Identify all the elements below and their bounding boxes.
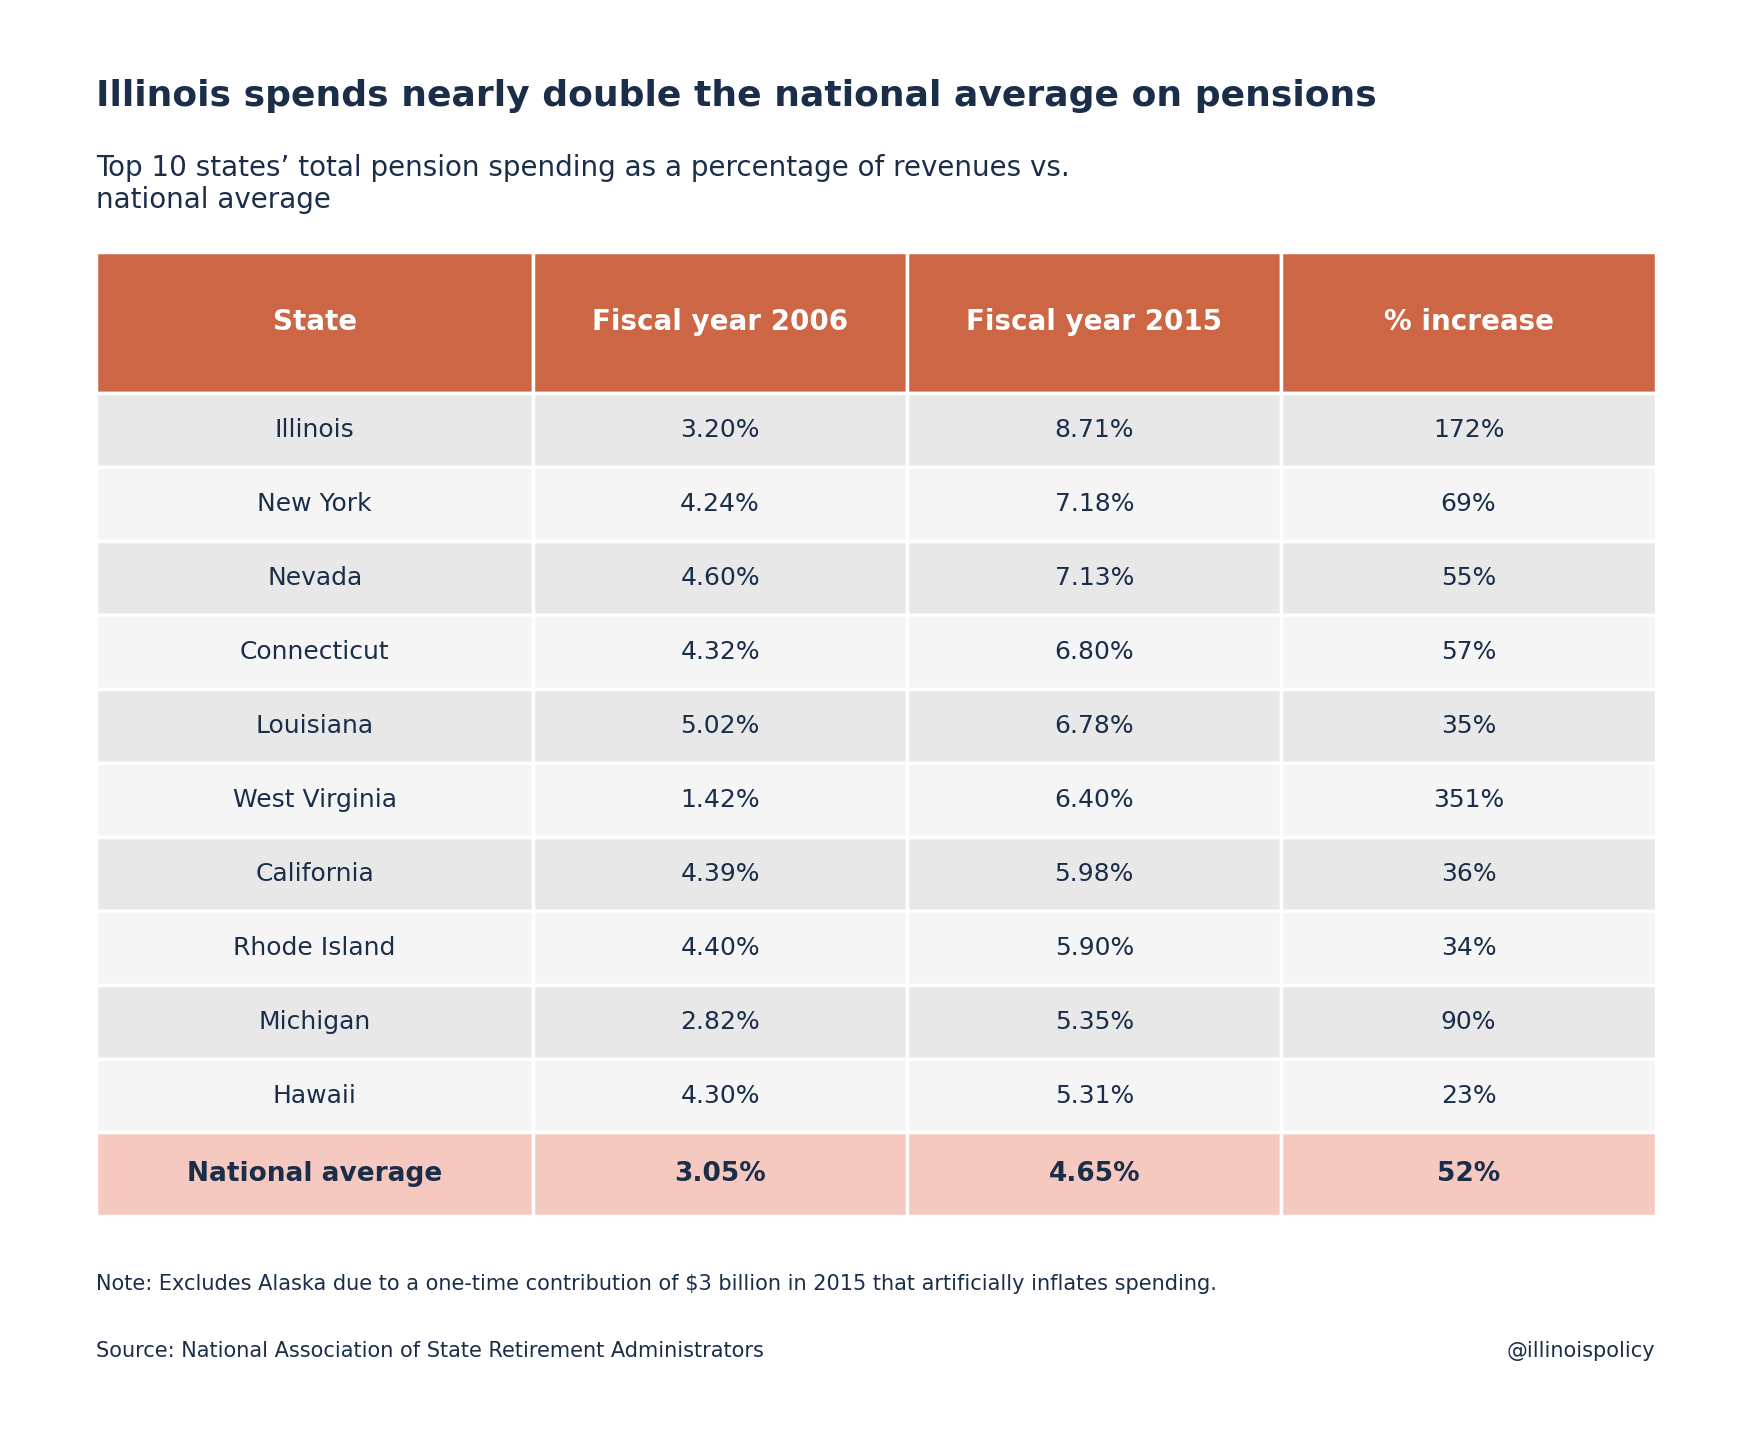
Text: Fiscal year 2015: Fiscal year 2015 bbox=[967, 308, 1223, 337]
Text: Top 10 states’ total pension spending as a percentage of revenues vs.
national a: Top 10 states’ total pension spending as… bbox=[96, 154, 1070, 214]
Text: 4.65%: 4.65% bbox=[1048, 1161, 1141, 1187]
Text: @illinoispolicy: @illinoispolicy bbox=[1507, 1341, 1656, 1361]
Text: 35%: 35% bbox=[1440, 714, 1496, 738]
Text: Connecticut: Connecticut bbox=[240, 640, 389, 663]
Text: Rhode Island: Rhode Island bbox=[233, 935, 396, 960]
Text: 69%: 69% bbox=[1440, 492, 1496, 515]
Text: 4.32%: 4.32% bbox=[680, 640, 760, 663]
Text: New York: New York bbox=[258, 492, 371, 515]
Text: 4.40%: 4.40% bbox=[680, 935, 760, 960]
Text: 6.40%: 6.40% bbox=[1055, 787, 1134, 812]
Text: 5.98%: 5.98% bbox=[1055, 862, 1134, 885]
Text: 90%: 90% bbox=[1440, 1010, 1496, 1033]
Text: 1.42%: 1.42% bbox=[680, 787, 760, 812]
Text: Note: Excludes Alaska due to a one-time contribution of $3 billion in 2015 that : Note: Excludes Alaska due to a one-time … bbox=[96, 1274, 1218, 1294]
Text: National average: National average bbox=[187, 1161, 442, 1187]
Text: 8.71%: 8.71% bbox=[1055, 417, 1134, 442]
Text: 3.05%: 3.05% bbox=[675, 1161, 766, 1187]
Text: Source: National Association of State Retirement Administrators: Source: National Association of State Re… bbox=[96, 1341, 764, 1361]
Text: 5.35%: 5.35% bbox=[1055, 1010, 1134, 1033]
Text: 7.18%: 7.18% bbox=[1055, 492, 1134, 515]
Text: 23%: 23% bbox=[1440, 1084, 1496, 1108]
Text: California: California bbox=[256, 862, 373, 885]
Text: 2.82%: 2.82% bbox=[680, 1010, 760, 1033]
Text: 57%: 57% bbox=[1440, 640, 1496, 663]
Text: 36%: 36% bbox=[1440, 862, 1496, 885]
Text: 4.24%: 4.24% bbox=[680, 492, 760, 515]
Text: 4.60%: 4.60% bbox=[680, 566, 760, 590]
Text: Illinois: Illinois bbox=[275, 417, 354, 442]
Text: 4.39%: 4.39% bbox=[680, 862, 760, 885]
Text: % increase: % increase bbox=[1384, 308, 1554, 337]
Text: Nevada: Nevada bbox=[266, 566, 363, 590]
Text: Michigan: Michigan bbox=[259, 1010, 371, 1033]
Text: 351%: 351% bbox=[1433, 787, 1505, 812]
Text: 6.80%: 6.80% bbox=[1055, 640, 1134, 663]
Text: 52%: 52% bbox=[1437, 1161, 1500, 1187]
Text: 34%: 34% bbox=[1440, 935, 1496, 960]
Text: 7.13%: 7.13% bbox=[1055, 566, 1134, 590]
Text: 5.90%: 5.90% bbox=[1055, 935, 1134, 960]
Text: 55%: 55% bbox=[1440, 566, 1496, 590]
Text: Hawaii: Hawaii bbox=[273, 1084, 357, 1108]
Text: 6.78%: 6.78% bbox=[1055, 714, 1134, 738]
Text: 4.30%: 4.30% bbox=[680, 1084, 760, 1108]
Text: Illinois spends nearly double the national average on pensions: Illinois spends nearly double the nation… bbox=[96, 79, 1377, 114]
Text: State: State bbox=[273, 308, 357, 337]
Text: 5.31%: 5.31% bbox=[1055, 1084, 1134, 1108]
Text: 5.02%: 5.02% bbox=[680, 714, 760, 738]
Text: West Virginia: West Virginia bbox=[233, 787, 396, 812]
Text: Louisiana: Louisiana bbox=[256, 714, 373, 738]
Text: Fiscal year 2006: Fiscal year 2006 bbox=[592, 308, 848, 337]
Text: 172%: 172% bbox=[1433, 417, 1505, 442]
Text: 3.20%: 3.20% bbox=[680, 417, 760, 442]
